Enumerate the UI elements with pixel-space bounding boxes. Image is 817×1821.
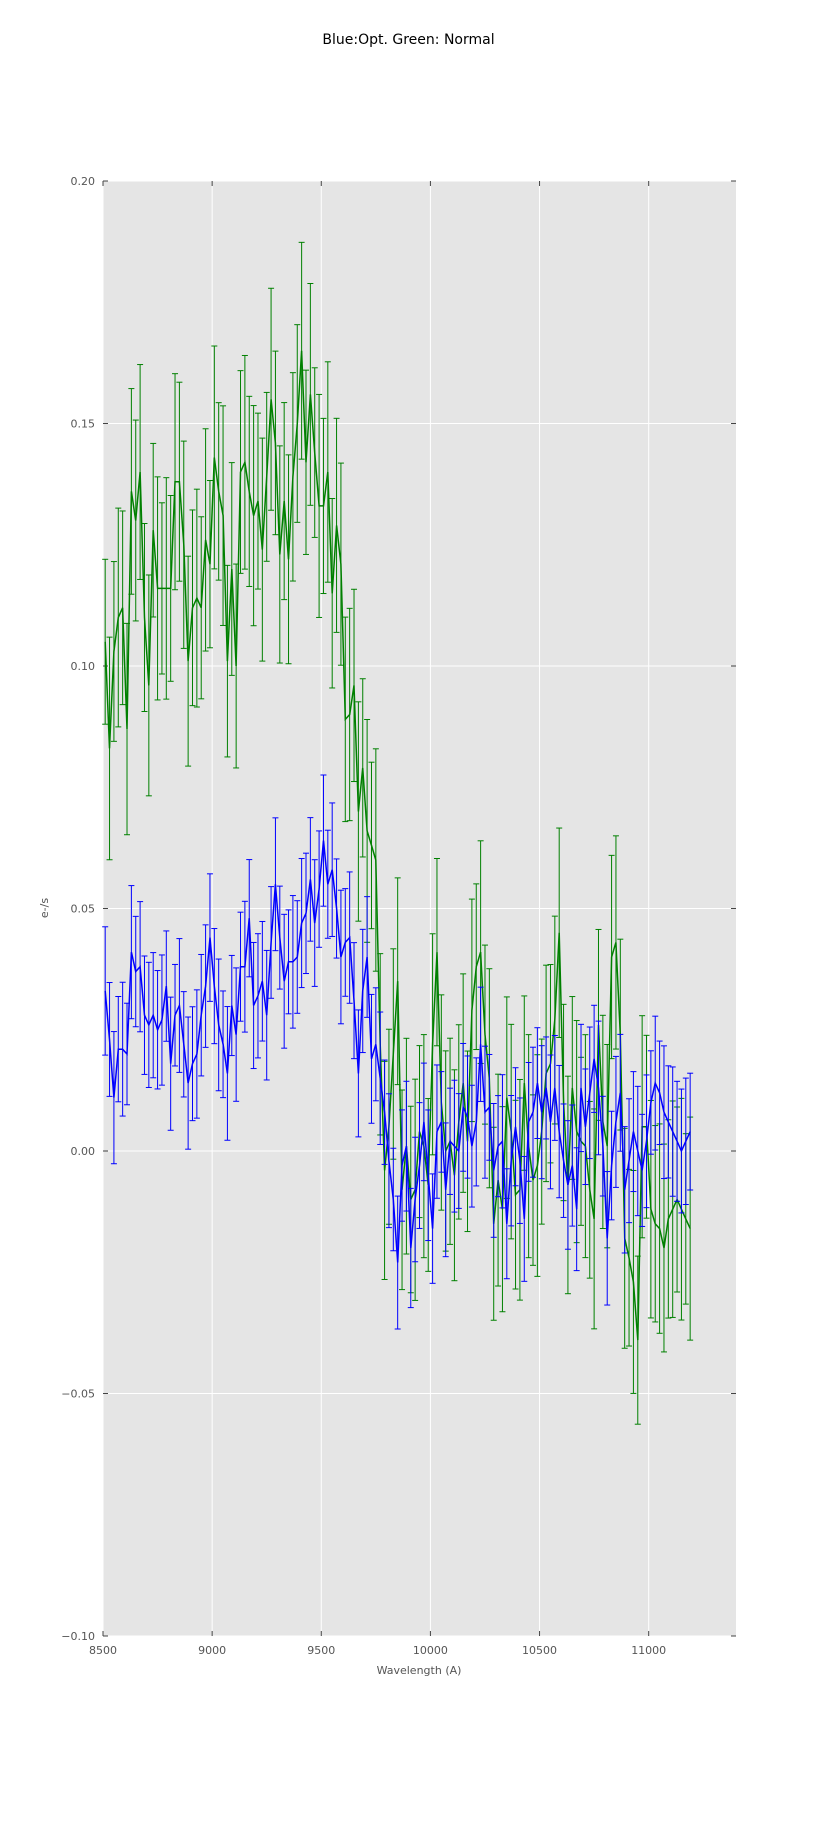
- y-axis-label: e-/s: [38, 898, 51, 918]
- x-tick-label: 10500: [522, 1644, 557, 1657]
- y-tick-label: 0.20: [71, 175, 96, 188]
- x-tick-label: 11000: [631, 1644, 666, 1657]
- series-group: [102, 241, 694, 1425]
- x-tick-label: 9500: [307, 1644, 335, 1657]
- series-line: [104, 350, 691, 1341]
- x-axis-label: Wavelength (A): [377, 1664, 462, 1677]
- y-tick-label: 0.00: [71, 1145, 96, 1158]
- gridlines: [102, 180, 736, 1637]
- series-blue: [102, 774, 694, 1330]
- y-tick-label: 0.05: [71, 903, 96, 916]
- x-tick-label: 10000: [413, 1644, 448, 1657]
- x-tick-label: 8500: [89, 1644, 117, 1657]
- y-tick-label: −0.10: [61, 1630, 95, 1643]
- y-tick-label: 0.10: [71, 660, 96, 673]
- y-tick-label: −0.05: [61, 1388, 95, 1401]
- y-tick-label: 0.15: [71, 418, 96, 431]
- chart-title: Blue:Opt. Green: Normal: [322, 32, 495, 48]
- series-line: [104, 840, 691, 1263]
- axis-ticks: 8500 9000 9500 10000 10500 11000 −0.10 −0.05 0.0…: [61, 175, 736, 1657]
- x-tick-label: 9000: [198, 1644, 226, 1657]
